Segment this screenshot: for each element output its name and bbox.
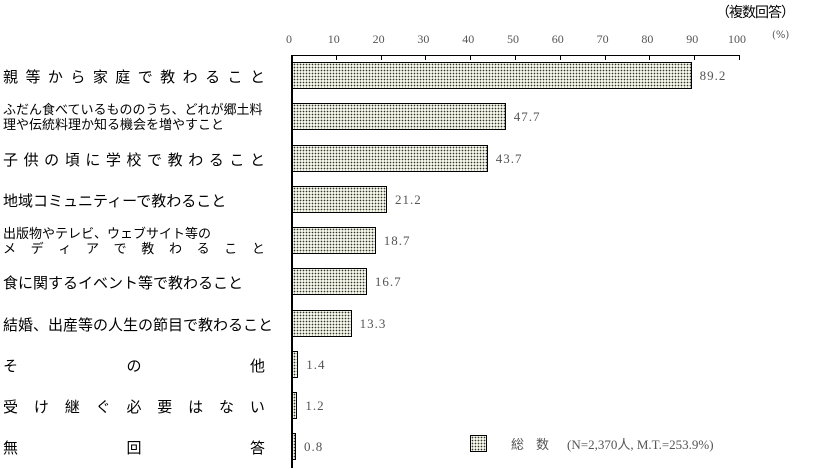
x-tick-mark [470, 55, 472, 60]
bar-row: 親等から家庭で教わること 89.2 [0, 62, 816, 92]
value-label: 21.2 [394, 192, 422, 207]
legend-sample-note: (N=2,370人, M.T.=253.9%) [567, 437, 714, 452]
bar [292, 227, 376, 254]
legend-swatch [470, 435, 487, 452]
bar [292, 351, 299, 378]
value-label: 43.7 [495, 151, 523, 166]
category-label: 食に関するイベント等で教わること [3, 274, 244, 292]
value-label: 16.7 [374, 274, 402, 289]
category-label: 受け継ぐ必要はない [3, 398, 265, 416]
category-label: 無回答 [3, 439, 265, 457]
x-tick-label: 70 [596, 32, 609, 46]
x-tick-mark [425, 55, 427, 60]
category-label: 出版物やテレビ、ウェブサイト等のメディアで教わること [3, 227, 265, 257]
category-label: 結婚、出産等の人生の節目で教わること [3, 316, 274, 334]
x-tick-mark [649, 55, 651, 60]
legend-label: 総数 [511, 438, 562, 453]
bar-row: その他 1.4 [0, 351, 816, 381]
bar-row: 結婚、出産等の人生の節目で教わること 13.3 [0, 310, 816, 340]
x-tick-label: 20 [372, 32, 385, 46]
bar-row: 無回答 0.8 [0, 433, 816, 463]
value-label: 89.2 [699, 68, 727, 83]
x-tick-label: 0 [286, 32, 292, 46]
x-tick-mark [559, 55, 561, 60]
bar [292, 186, 387, 213]
x-tick-label: 60 [551, 32, 564, 46]
x-tick-mark [694, 55, 696, 60]
multiple-answer-note: （複数回答） [716, 5, 795, 21]
category-label-line2: 理や伝統料理か知る機会を増やすこと [3, 118, 225, 133]
value-label: 1.4 [306, 357, 326, 372]
category-label: 子供の頃に学校で教わること [3, 151, 265, 169]
x-tick-mark [380, 55, 382, 60]
bar [292, 433, 296, 460]
bar [292, 392, 298, 419]
bar-row: 地域コミュニティーで教わること 21.2 [0, 186, 816, 216]
legend: 総数 (N=2,370人, M.T.=253.9%) [470, 434, 714, 453]
x-tick-label: 30 [417, 32, 430, 46]
value-label: 47.7 [513, 109, 541, 124]
y-axis-line [291, 55, 293, 468]
bar-row: ふだん食べているもののうち、どれが郷土料 理や伝統料理か知る機会を増やすこと 47.… [0, 103, 816, 133]
bar [292, 103, 506, 130]
category-label-line1: 出版物やテレビ、ウェブサイト等の [3, 227, 212, 242]
category-label-line2: メディアで教わること [3, 242, 265, 257]
bar-row: 出版物やテレビ、ウェブサイト等のメディアで教わること 18.7 [0, 227, 816, 257]
category-label: 地域コミュニティーで教わること [3, 192, 227, 210]
x-axis-line [291, 55, 740, 56]
x-tick-label: 90 [686, 32, 699, 46]
x-tick-label: 10 [327, 32, 340, 46]
x-tick-mark [335, 55, 337, 60]
bar [292, 268, 367, 295]
x-tick-mark [739, 55, 740, 60]
category-label: その他 [3, 357, 265, 375]
x-tick-label: 100 [728, 32, 746, 46]
category-label-line1: ふだん食べているもののうち、どれが郷土料 [3, 103, 263, 118]
category-label: 親等から家庭で教わること [3, 68, 265, 86]
category-label: ふだん食べているもののうち、どれが郷土料 理や伝統料理か知る機会を増やすこと [3, 103, 265, 133]
value-label: 1.2 [305, 398, 325, 413]
bar [292, 145, 488, 172]
x-tick-label: 80 [641, 32, 654, 46]
x-tick-label: 50 [507, 32, 519, 46]
x-tick-label: 40 [462, 32, 475, 46]
x-tick-mark [604, 55, 606, 60]
bar [292, 310, 352, 337]
bar-row: 食に関するイベント等で教わること 16.7 [0, 268, 816, 298]
value-label: 18.7 [383, 233, 411, 248]
bar-row: 子供の頃に学校で教わること 43.7 [0, 145, 816, 175]
bar [292, 62, 692, 89]
value-label: 13.3 [359, 316, 387, 331]
value-label: 0.8 [304, 439, 324, 454]
x-tick-mark [515, 55, 516, 60]
bar-row: 受け継ぐ必要はない 1.2 [0, 392, 816, 422]
x-axis-unit: (%) [772, 30, 790, 41]
